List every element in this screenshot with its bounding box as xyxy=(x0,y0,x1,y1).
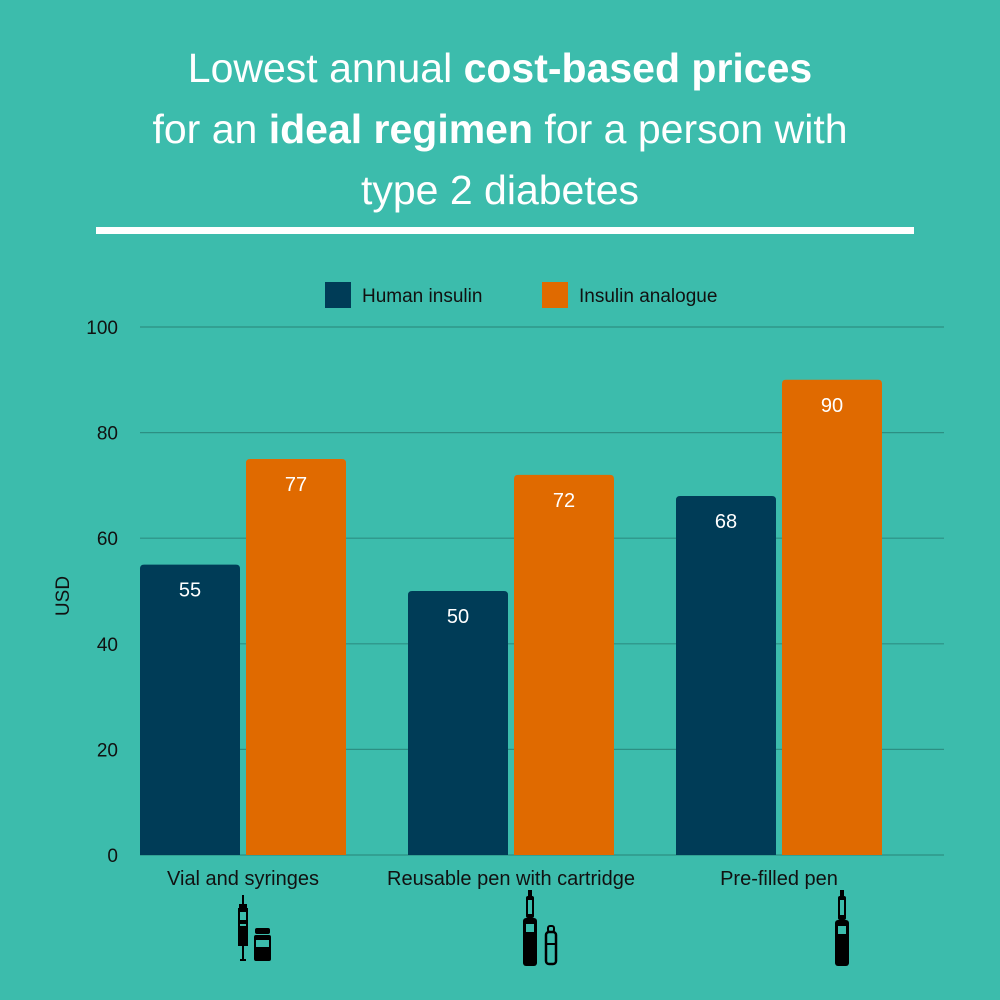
legend-label: Human insulin xyxy=(362,286,482,307)
bar-value-label: 68 xyxy=(715,511,737,533)
legend-swatch xyxy=(542,282,568,308)
y-axis-label: USD xyxy=(53,576,74,616)
category-label: Reusable pen with cartridge xyxy=(387,868,635,890)
y-axis: 0 20 40 60 80 100 xyxy=(86,318,118,867)
syringe-and-vial-icon xyxy=(238,895,271,961)
bar-value-label: 77 xyxy=(285,474,307,496)
title-line-1: Lowest annual cost-based prices xyxy=(187,45,813,91)
y-tick-label: 80 xyxy=(97,424,118,445)
legend: Human insulin Insulin analogue xyxy=(325,282,717,308)
category-icons xyxy=(238,890,849,966)
bar-value-label: 55 xyxy=(179,580,201,602)
y-tick-label: 20 xyxy=(97,740,118,761)
bar xyxy=(782,379,882,855)
bar xyxy=(246,459,346,855)
y-tick-label: 0 xyxy=(107,846,118,867)
reusable-pen-and-cartridge-icon xyxy=(523,890,558,966)
category-label: Vial and syringes xyxy=(167,868,319,890)
category-label: Pre-filled pen xyxy=(720,868,838,890)
bar-value-label: 50 xyxy=(447,606,469,628)
y-tick-label: 40 xyxy=(97,635,118,656)
prefilled-pen-icon xyxy=(835,890,849,966)
title-divider xyxy=(96,227,914,234)
title-line-2: for an ideal regimen for a person with xyxy=(152,106,848,152)
category-labels: Vial and syringes Reusable pen with cartr… xyxy=(167,868,838,890)
bar xyxy=(408,591,508,855)
bar-value-label: 72 xyxy=(553,490,575,512)
bar xyxy=(140,564,240,855)
legend-swatch xyxy=(325,282,351,308)
bar xyxy=(514,474,614,855)
bar xyxy=(676,495,776,855)
title-line-3: type 2 diabetes xyxy=(360,167,640,213)
legend-label: Insulin analogue xyxy=(579,286,717,307)
bar-value-label: 90 xyxy=(821,395,843,417)
y-tick-label: 60 xyxy=(97,529,118,550)
bars: 55 77 50 72 68 90 xyxy=(140,379,882,855)
y-tick-label: 100 xyxy=(86,318,118,339)
chart-title: Lowest annual cost-based prices for an i… xyxy=(0,38,1000,221)
